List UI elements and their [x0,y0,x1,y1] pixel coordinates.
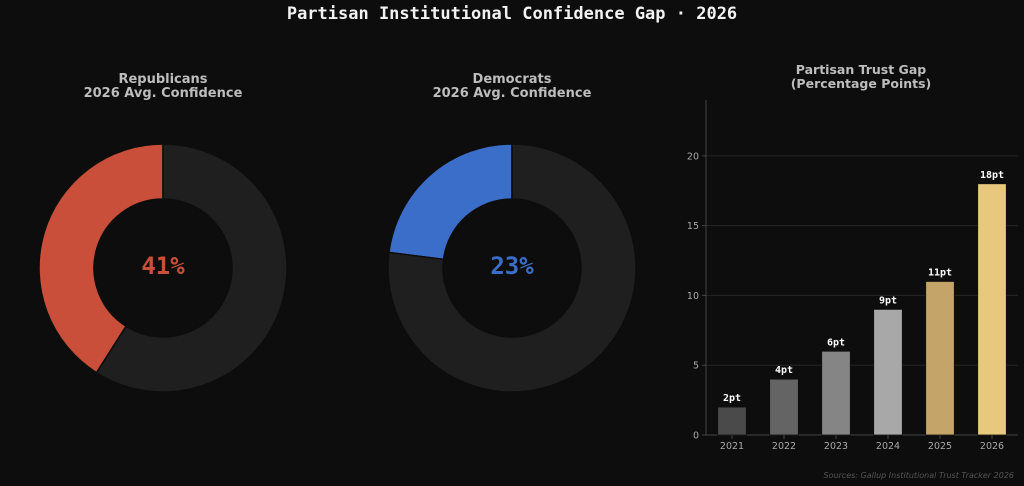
page-title: Partisan Institutional Confidence Gap · … [286,4,738,24]
x-tick-label: 2025 [928,441,952,452]
bar-2021 [717,406,747,436]
source-note: Sources: Gallup Institutional Trust Trac… [823,471,1014,480]
bar-value-label: 18pt [980,170,1004,181]
x-tick-label: 2023 [824,441,848,452]
democrats-slice-confident [388,143,513,261]
x-tick-label: 2021 [720,441,744,452]
democrats-center-label: 23% [490,252,534,280]
democrats-donut-title: Democrats 2026 Avg. Confidence [432,72,592,101]
democrats-slice-remainder [387,143,637,393]
bar-2025 [925,281,955,436]
bar-value-label: 2pt [723,393,741,404]
bar-2024 [873,308,903,436]
y-tick-label: 20 [687,151,699,162]
x-tick-label: 2024 [876,441,900,452]
republicans-donut-title: Republicans 2026 Avg. Confidence [83,72,243,101]
republicans-slice-confident [38,143,164,374]
bar-value-label: 4pt [775,365,793,376]
bar-value-label: 6pt [827,337,845,348]
y-tick-label: 5 [693,361,699,372]
trust-gap-chart-title: Partisan Trust Gap (Percentage Points) [790,62,932,91]
bar-2026 [977,183,1007,436]
republicans-donut-chart [38,143,288,393]
bar-value-label: 9pt [879,295,897,306]
democrats-donut-chart [387,143,637,393]
bar-value-label: 11pt [928,267,952,278]
x-tick-label: 2022 [772,441,796,452]
republicans-slice-remainder [95,143,288,393]
bar-2022 [769,378,799,436]
bar-2023 [821,350,851,436]
y-tick-label: 10 [687,291,699,302]
y-tick-label: 15 [687,221,699,232]
y-tick-label: 0 [693,431,699,442]
republicans-center-label: 41% [141,252,185,280]
x-tick-label: 2026 [980,441,1004,452]
